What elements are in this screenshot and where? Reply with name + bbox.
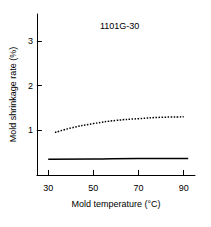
svg-text:90: 90 [179,183,189,193]
svg-text:3: 3 [28,36,33,46]
svg-text:1: 1 [28,125,33,135]
svg-text:2: 2 [28,81,33,91]
svg-text:30: 30 [43,183,53,193]
svg-text:Mold shrinkage rate (%): Mold shrinkage rate (%) [8,47,18,143]
svg-text:Mold temperature (°C): Mold temperature (°C) [71,199,160,209]
svg-text:1101G-30: 1101G-30 [100,21,139,31]
svg-text:70: 70 [134,183,144,193]
svg-text:50: 50 [88,183,98,193]
